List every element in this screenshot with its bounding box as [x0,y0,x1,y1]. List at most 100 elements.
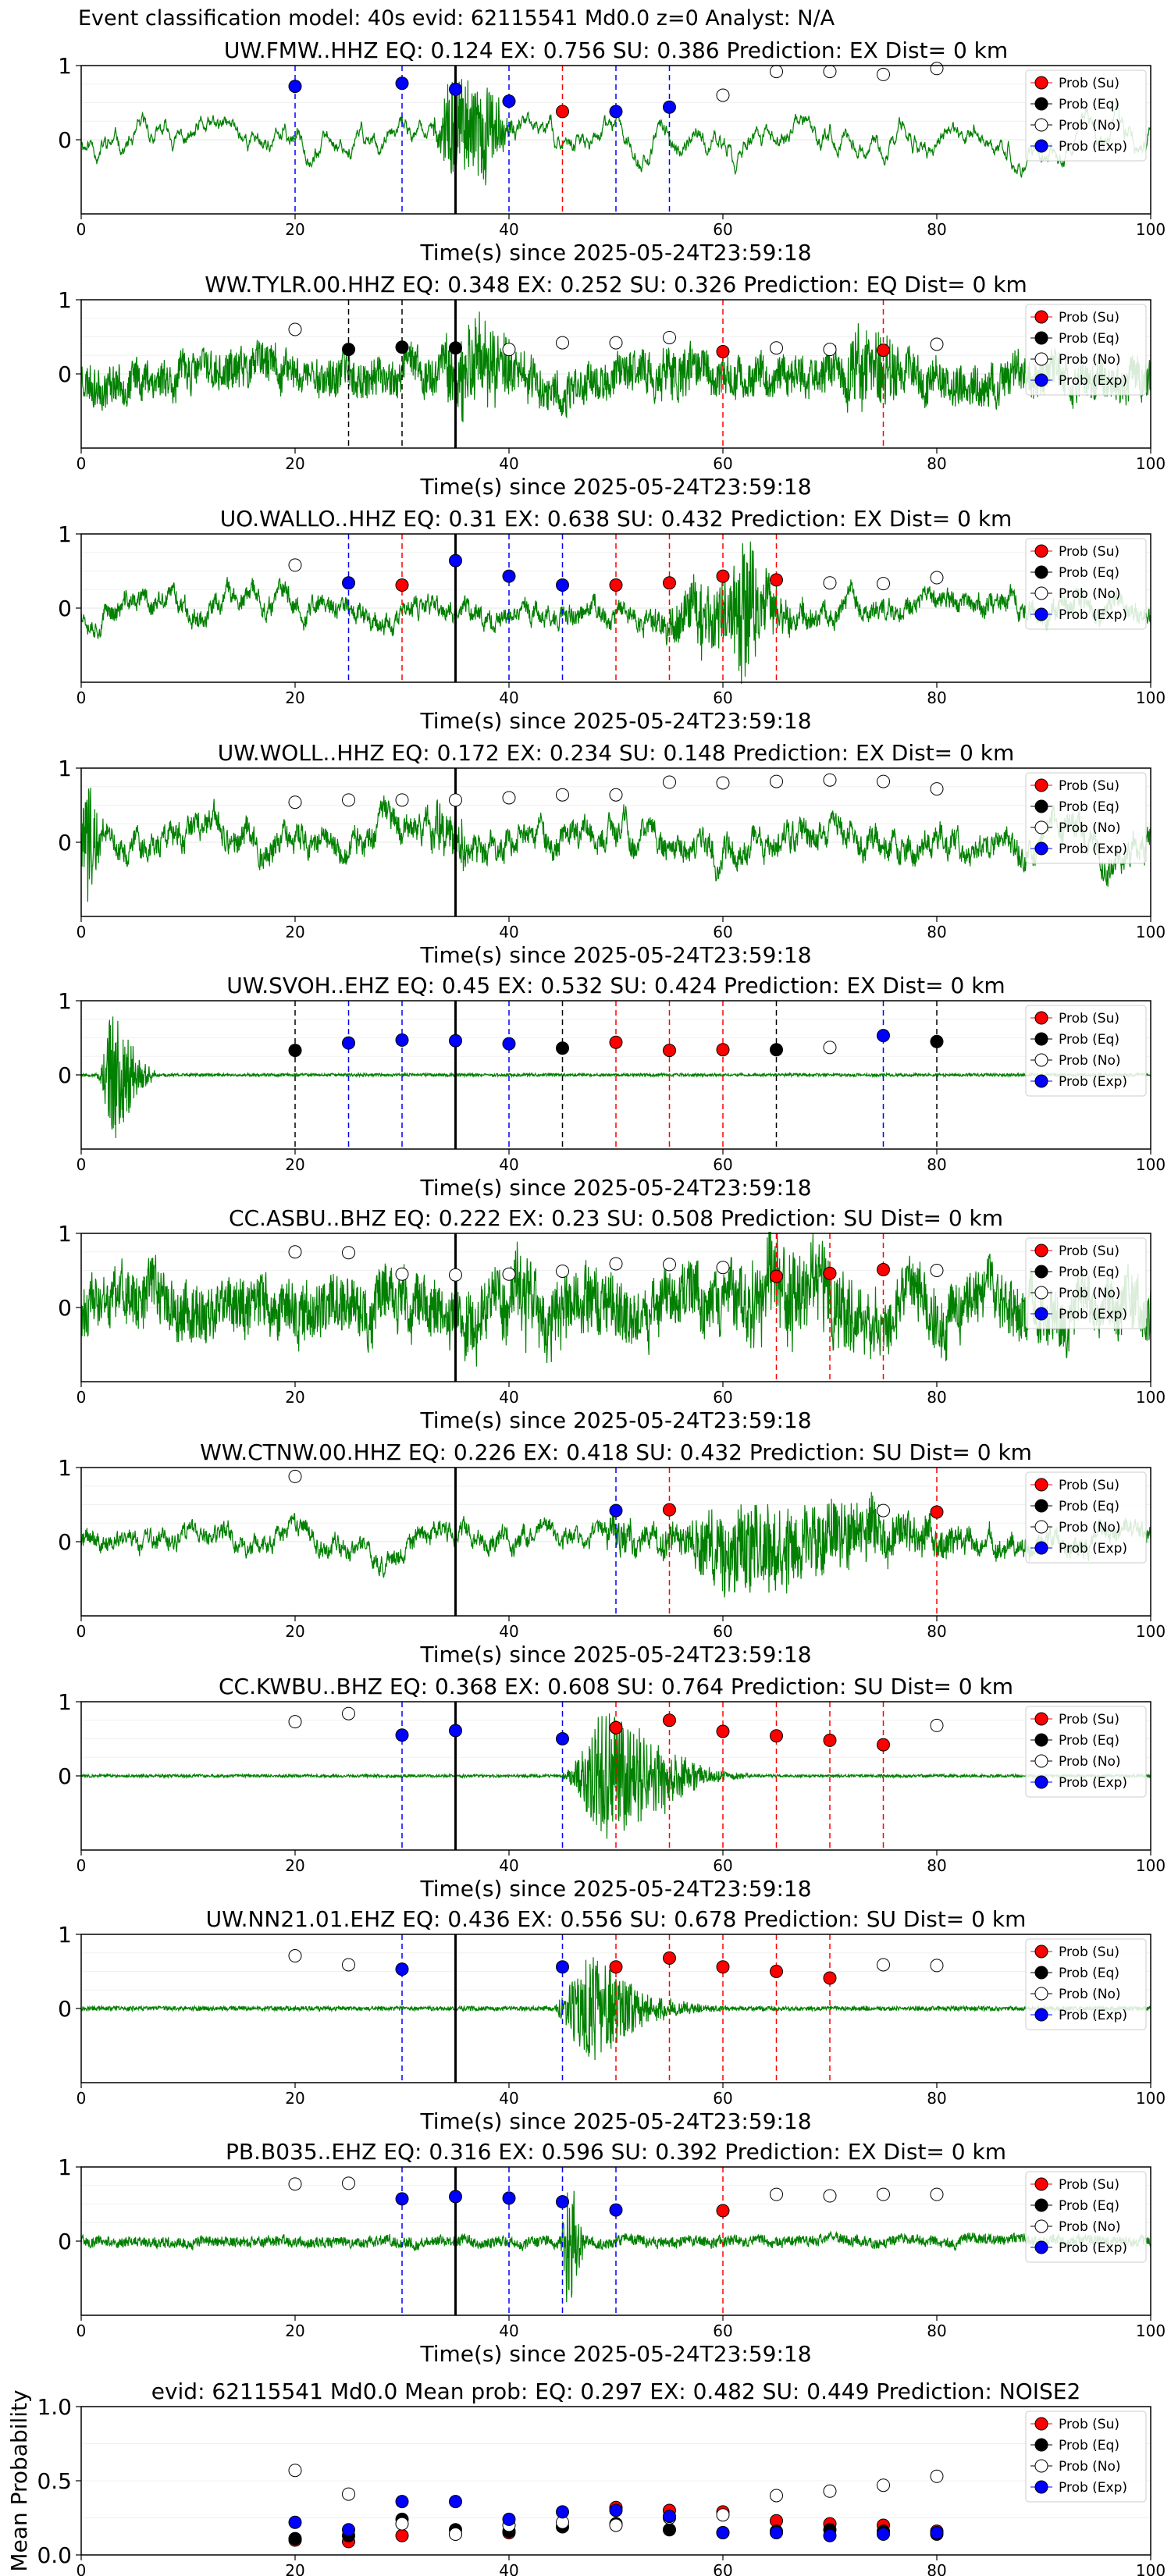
x-tick-label: 100 [1136,220,1166,239]
prob-point-su [716,1724,730,1738]
x-tick-label: 20 [285,1388,304,1407]
prob-point-su [609,1720,623,1735]
prob-point-no [930,1959,944,1973]
prob-point-no [930,2187,944,2201]
legend-marker-no [1034,820,1048,834]
x-tick-label: 40 [499,2089,518,2108]
prob-point-exp [288,80,302,94]
prob-point-su [663,1713,676,1727]
prob-point-eq [288,1044,302,1058]
legend-marker-eq [1034,1032,1048,1046]
prob-point-exp [877,1029,890,1043]
legend-label: Prob (No) [1059,586,1121,602]
y-tick-label: 1 [58,1455,72,1481]
prob-point-no [288,1715,302,1729]
legend-label: Prob (Su) [1059,1011,1119,1026]
legend-label: Prob (Exp) [1059,2240,1127,2256]
prob-point-su [609,578,623,592]
y-tick-label: 1 [58,287,72,313]
prob-point-no [342,1246,355,1260]
legend-marker-no [1034,352,1048,366]
legend-box [1025,304,1147,396]
x-axis-label: Time(s) since 2025-05-24T23:59:18 [419,2108,811,2134]
legend-marker-exp [1034,607,1048,621]
prob-point-exp [663,100,676,114]
prob-point-eq [930,1034,944,1048]
legend-label: Prob (No) [1059,1053,1121,1069]
panel-title: evid: 62115541 Md0.0 Mean prob: EQ: 0.29… [151,2379,1081,2404]
y-tick-label: 0 [58,1763,72,1789]
prob-point-exp [609,1503,623,1517]
prob-point-no [609,788,623,802]
mean-prob-point-eq [288,2532,302,2546]
prob-point-exp [556,578,569,592]
prob-point-no [770,65,783,79]
x-tick-label: 100 [1136,1856,1166,1875]
x-tick-label: 80 [927,923,946,941]
legend-label: Prob (Exp) [1059,1775,1127,1791]
waveform-trace [80,311,1151,422]
station-panel-5: UW.SVOH..EHZ EQ: 0.45 EX: 0.532 SU: 0.42… [58,973,1166,1201]
prob-point-no [395,1267,409,1281]
prob-point-no [877,67,890,81]
legend-marker-su [1034,1244,1048,1258]
x-tick-label: 80 [927,1856,946,1875]
station-panel-6: CC.ASBU..BHZ EQ: 0.222 EX: 0.23 SU: 0.50… [58,1205,1166,1433]
mean-prob-point-eq [663,2523,676,2537]
y-tick-label: 0 [58,361,72,387]
prob-point-no [288,322,302,336]
x-tick-label: 60 [713,1622,732,1641]
prob-point-exp [342,576,355,590]
y-tick-label: 0 [58,1996,72,2022]
mean-prob-point-no [930,2469,944,2483]
legend-marker-su [1034,2177,1048,2191]
x-tick-label: 60 [713,688,732,707]
prob-point-no [877,774,890,788]
x-tick-label: 60 [713,2561,732,2576]
panel-title: UW.FMW..HHZ EQ: 0.124 EX: 0.756 SU: 0.38… [224,37,1008,63]
x-tick-label: 40 [499,1856,518,1875]
legend-label: Prob (Su) [1059,1944,1119,1960]
panel-title: UO.WALLO..HHZ EQ: 0.31 EX: 0.638 SU: 0.4… [220,506,1013,532]
x-tick-label: 20 [285,1856,304,1875]
prob-point-no [823,343,837,357]
y-tick-label: 1 [58,2154,72,2180]
mean-prob-point-no [395,2517,409,2531]
prob-point-su [716,1960,730,1974]
prob-point-exp [502,94,516,109]
legend-marker-eq [1034,799,1048,813]
y-tick-label: 0 [58,1529,72,1555]
prob-point-no [770,2187,783,2201]
x-axis-label: Time(s) since 2025-05-24T23:59:18 [419,2341,811,2367]
prob-point-exp [556,1732,569,1745]
x-tick-label: 0 [77,923,87,941]
x-tick-label: 40 [499,2322,518,2340]
prob-point-su [770,1965,783,1978]
legend-label: Prob (Eq) [1059,1733,1119,1749]
x-tick-label: 100 [1136,1622,1166,1641]
x-tick-label: 100 [1136,2561,1166,2576]
legend-label: Prob (No) [1059,2219,1121,2235]
prob-point-exp [395,1728,409,1742]
y-axis-label: Mean Probability [6,2389,32,2571]
legend-label: Prob (Exp) [1059,2480,1127,2496]
waveform-trace [80,1016,1151,1138]
legend-box [1025,1706,1147,1798]
legend-marker-no [1034,1520,1048,1534]
legend-marker-exp [1034,2240,1048,2254]
legend-label: Prob (Su) [1059,310,1119,326]
x-tick-label: 80 [927,2322,946,2340]
legend-marker-exp [1034,2008,1048,2022]
prob-point-no [823,576,837,590]
x-tick-label: 0 [77,1155,87,1174]
legend-marker-su [1034,1944,1048,1959]
waveform-trace [80,1957,1151,2061]
prob-point-exp [342,1036,355,1050]
y-tick-label: 1 [58,1689,72,1715]
y-tick-label: 0 [58,830,72,856]
y-tick-label: 0.0 [37,2542,72,2568]
legend-box [1025,2411,1147,2503]
legend-label: Prob (Su) [1059,1478,1119,1493]
legend-box [1025,69,1147,162]
y-tick-label: 1 [58,1221,72,1247]
